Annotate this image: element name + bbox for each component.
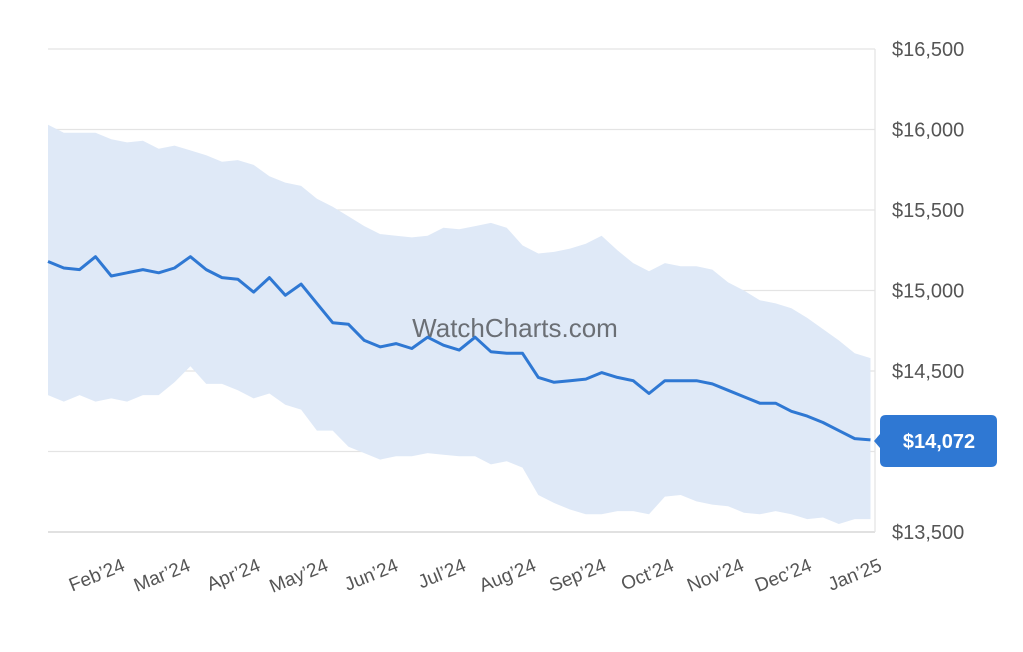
price-range-band xyxy=(48,124,871,524)
x-tick-label: Jan’25 xyxy=(825,555,885,595)
y-tick-label: $16,500 xyxy=(892,39,964,61)
y-tick-label: $16,000 xyxy=(892,120,964,142)
y-tick-label: $15,000 xyxy=(892,281,964,303)
x-tick-label: Feb’24 xyxy=(66,555,128,596)
x-axis: Feb’24 Mar’24 Apr’24 May’24 Jun’24 Jul’24 Aug’… xyxy=(66,555,885,598)
current-price-badge: $14,072 xyxy=(874,415,997,467)
x-tick-label: Aug’24 xyxy=(476,555,539,597)
x-tick-label: Oct’24 xyxy=(618,555,677,595)
x-tick-label: Mar’24 xyxy=(131,555,194,597)
x-tick-label: Jun’24 xyxy=(342,555,402,596)
x-tick-label: Sep’24 xyxy=(546,555,609,597)
x-tick-label: Dec’24 xyxy=(752,555,815,597)
x-tick-label: Apr’24 xyxy=(204,555,264,595)
current-price-badge-bg xyxy=(874,415,997,467)
x-tick-label: May’24 xyxy=(267,555,332,598)
y-tick-label: $14,500 xyxy=(892,361,964,383)
x-tick-label: Jul’24 xyxy=(415,555,469,593)
y-tick-label: $13,500 xyxy=(892,522,964,544)
x-tick-label: Nov’24 xyxy=(684,555,747,597)
current-price-label: $14,072 xyxy=(903,431,975,453)
y-tick-label: $15,500 xyxy=(892,200,964,222)
watermark: WatchCharts.com xyxy=(412,313,618,343)
y-axis: $13,500 $14,500 $15,000 $15,500 $16,000 $16,5… xyxy=(892,39,964,544)
price-line xyxy=(47,255,871,442)
